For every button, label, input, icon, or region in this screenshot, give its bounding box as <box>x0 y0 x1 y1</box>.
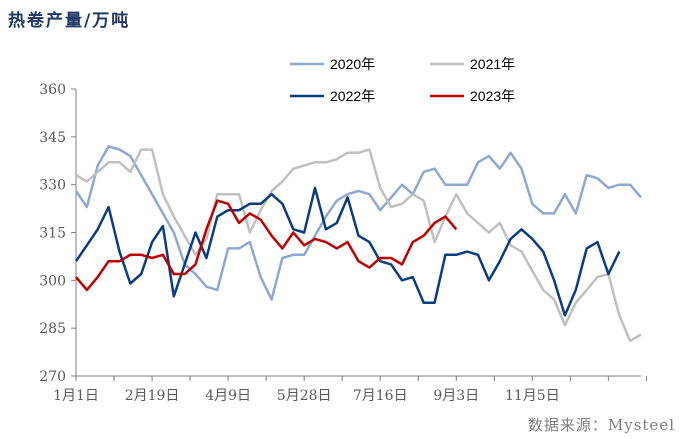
x-tick-label: 1月1日 <box>53 388 99 404</box>
x-tick-label: 2月19日 <box>125 388 180 404</box>
y-tick-label: 270 <box>39 369 66 385</box>
y-tick-label: 360 <box>39 82 66 98</box>
y-tick-label: 300 <box>39 273 66 289</box>
x-tick-label: 7月16日 <box>353 388 408 404</box>
x-tick-label: 4月9日 <box>205 388 251 404</box>
series-lines <box>74 145 642 343</box>
x-tick-label: 11月5日 <box>505 388 560 404</box>
legend-label: 2021年 <box>470 56 515 72</box>
series-line-2021年 <box>75 148 642 343</box>
legend: 2020年 2021年 2022年 2023年 <box>290 56 515 104</box>
axes: 270 285 300 315 330 345 360 1月1日 2月19日 4月9日 5月28日 7… <box>39 82 647 404</box>
y-tick-label: 285 <box>39 321 66 337</box>
legend-label: 2023年 <box>470 88 515 104</box>
chart-title: 热卷产量/万吨 <box>8 11 131 31</box>
data-source-note: 数据来源：Mysteel <box>527 416 675 434</box>
x-tick-label: 9月3日 <box>433 388 479 404</box>
x-tick-label: 5月28日 <box>277 388 332 404</box>
y-tick-label: 315 <box>39 226 66 242</box>
y-tick-label: 345 <box>39 130 66 146</box>
y-tick-label: 330 <box>39 178 66 194</box>
series-line-2020年 <box>74 145 642 301</box>
legend-label: 2020年 <box>330 56 375 72</box>
series-line-2023年 <box>75 199 458 292</box>
series-line-2022年 <box>74 186 621 317</box>
legend-label: 2022年 <box>330 88 375 104</box>
